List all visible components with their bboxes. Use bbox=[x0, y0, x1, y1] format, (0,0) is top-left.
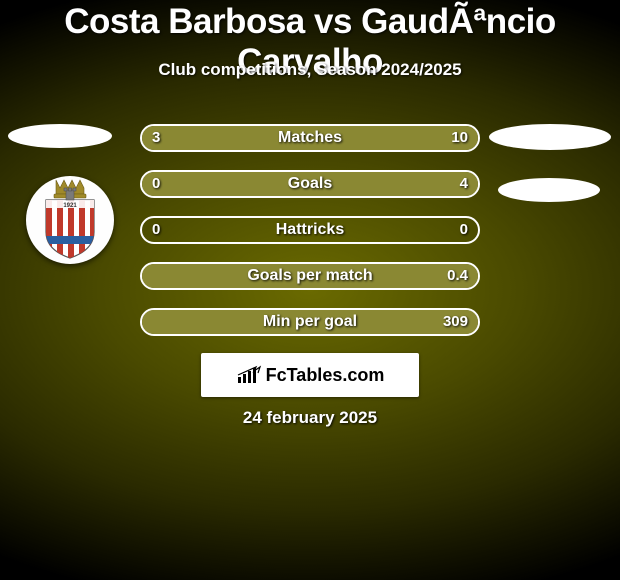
stat-label: Matches bbox=[142, 126, 478, 150]
stat-bar: 309Min per goal bbox=[140, 308, 480, 336]
stat-bar: 310Matches bbox=[140, 124, 480, 152]
stat-label: Min per goal bbox=[142, 310, 478, 334]
bar-chart-icon bbox=[236, 365, 262, 385]
stat-label: Goals bbox=[142, 172, 478, 196]
stat-label: Hattricks bbox=[142, 218, 478, 242]
shield-icon: 1921 bbox=[26, 176, 114, 264]
stat-bar: 0.4Goals per match bbox=[140, 262, 480, 290]
branding-text: FcTables.com bbox=[266, 365, 385, 386]
club-badge-left: 1921 bbox=[26, 176, 114, 264]
stat-bar: 00Hattricks bbox=[140, 216, 480, 244]
stats-bars: 310Matches 04Goals 00Hattricks 0.4Goals per… bbox=[140, 124, 480, 354]
snapshot-date: 24 february 2025 bbox=[0, 408, 620, 428]
badge-year: 1921 bbox=[63, 203, 77, 209]
infographic-canvas: Costa Barbosa vs GaudÃªncio Carvalho Clu… bbox=[0, 0, 620, 580]
stat-bar: 04Goals bbox=[140, 170, 480, 198]
branding-badge: FcTables.com bbox=[201, 353, 419, 397]
page-subtitle: Club competitions, Season 2024/2025 bbox=[0, 60, 620, 80]
player-photo-left-placeholder bbox=[8, 124, 112, 148]
player-photo-right-placeholder-2 bbox=[498, 178, 600, 202]
stat-label: Goals per match bbox=[142, 264, 478, 288]
player-photo-right-placeholder-1 bbox=[489, 124, 611, 150]
